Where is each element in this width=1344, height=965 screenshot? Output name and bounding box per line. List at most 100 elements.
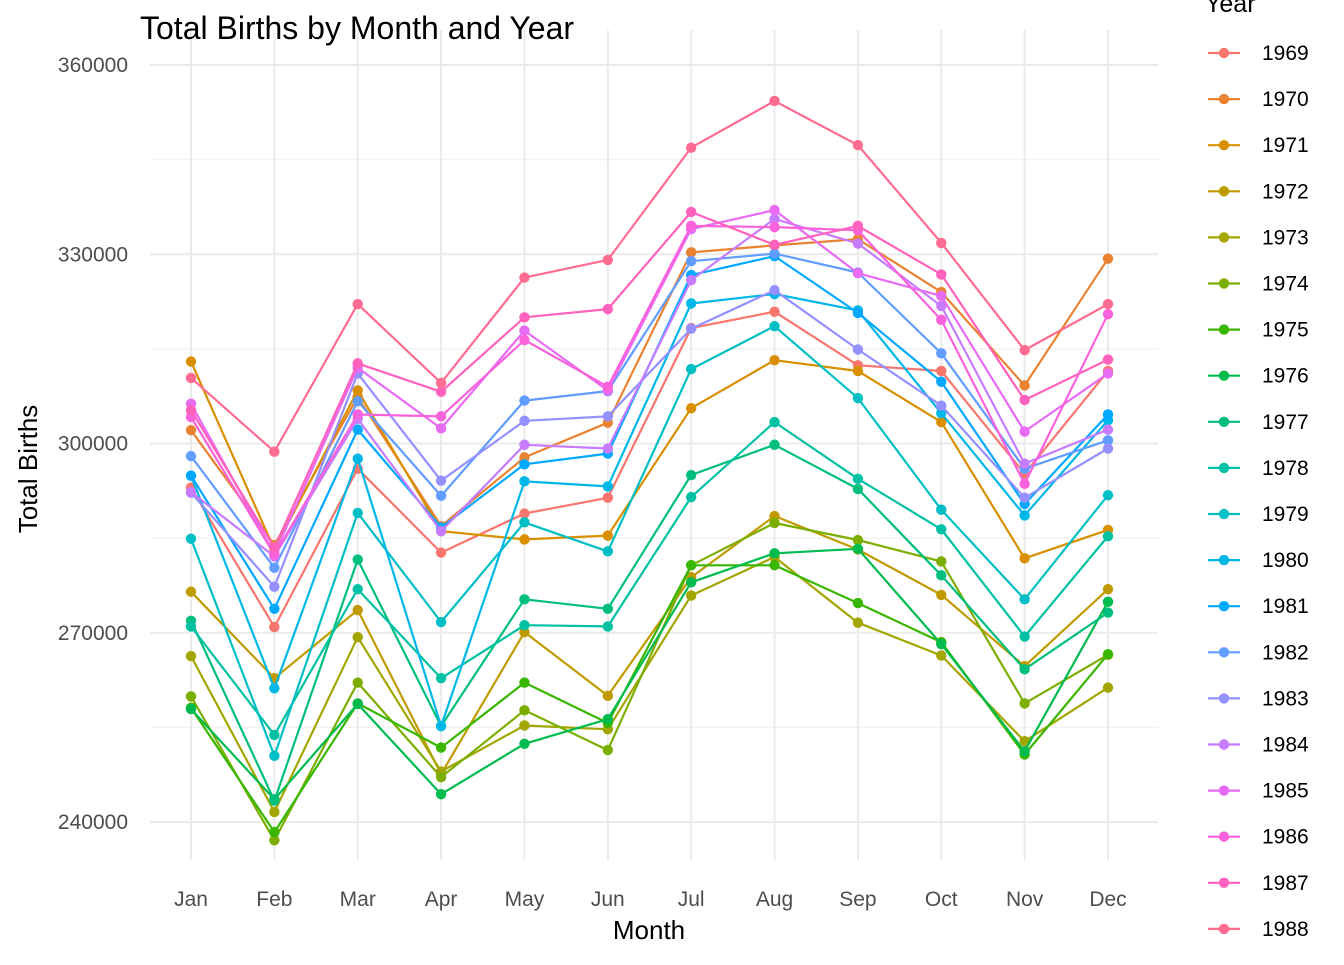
legend-key-point [1218, 278, 1230, 289]
data-point-1978-Apr [435, 672, 447, 684]
legend-label: 1972 [1262, 180, 1309, 203]
data-point-1974-Apr [435, 772, 447, 783]
data-point-1976-Dec [1102, 596, 1114, 608]
legend-key-point [1218, 186, 1230, 197]
data-point-1988-Feb [269, 446, 280, 457]
data-point-1986-Nov [1019, 478, 1030, 490]
data-point-1985-May [519, 325, 530, 336]
data-point-1978-Aug [769, 416, 780, 428]
data-point-1983-Jul [685, 323, 697, 334]
data-point-1979-Mar [352, 507, 363, 519]
series-1975 [185, 560, 1114, 838]
legend-label: 1969 [1262, 42, 1309, 65]
legend-item-1971: 1971 [1208, 134, 1309, 157]
data-point-1981-Sep [852, 307, 864, 319]
data-point-1973-Dec [1102, 682, 1114, 693]
data-point-1984-Jul [685, 274, 697, 286]
series-line-1984 [190, 217, 1109, 558]
legend-key-point [1218, 232, 1230, 243]
data-point-1973-Nov [1019, 736, 1030, 747]
legend-label: 1981 [1262, 595, 1309, 618]
series-1970 [185, 233, 1114, 551]
data-point-1982-Mar [352, 396, 363, 407]
x-tick-label: Oct [925, 888, 958, 911]
y-axis-title: Total Births [13, 405, 43, 534]
data-point-1978-Mar [352, 584, 363, 595]
data-point-1971-Sep [852, 365, 864, 377]
data-point-1987-Apr [435, 386, 447, 397]
legend-item-1987: 1987 [1208, 872, 1309, 895]
data-point-1983-Dec [1102, 443, 1114, 454]
data-point-1980-Mar [352, 453, 363, 464]
data-point-1985-Oct [936, 290, 947, 302]
data-point-1976-Sep [852, 543, 864, 555]
data-point-1979-Nov [1019, 594, 1030, 605]
data-point-1979-Dec [1102, 490, 1114, 501]
series-line-1974 [190, 521, 1109, 842]
x-tick-label: Sep [839, 888, 876, 911]
data-point-1983-Feb [269, 581, 280, 592]
legend-label: 1973 [1262, 226, 1309, 249]
data-point-1987-Dec [1102, 354, 1114, 365]
series-1980 [185, 288, 1114, 732]
data-point-1982-Jul [685, 255, 697, 267]
data-point-1972-Oct [936, 589, 947, 601]
data-point-1975-Dec [1102, 648, 1114, 660]
data-point-1988-Nov [1019, 344, 1030, 356]
series-layer [185, 95, 1114, 846]
data-point-1988-Apr [435, 377, 447, 389]
data-point-1972-Mar [352, 604, 363, 616]
data-point-1976-Oct [936, 638, 947, 650]
data-point-1969-Jun [602, 492, 614, 503]
data-point-1969-Aug [769, 306, 780, 317]
series-line-1971 [189, 359, 1109, 560]
y-tick-label: 300000 [58, 433, 128, 456]
legend-key-point [1218, 140, 1230, 151]
data-point-1982-May [519, 395, 530, 406]
data-point-1971-May [519, 534, 530, 545]
series-line-1982 [190, 252, 1109, 569]
data-point-1975-Apr [435, 742, 447, 753]
data-point-1985-Aug [769, 204, 780, 216]
data-point-1986-Apr [435, 411, 447, 422]
data-point-1971-Jun [602, 530, 614, 541]
data-point-1987-Mar [352, 358, 363, 369]
x-axis-ticks: Jan Feb Mar Apr May Jun Jul Aug Sep Oct Nov Dec [174, 888, 1127, 911]
legend-item-1988: 1988 [1208, 918, 1309, 941]
data-point-1978-Dec [1102, 531, 1114, 542]
data-point-1974-Aug [769, 517, 780, 529]
data-point-1974-Sep [852, 534, 864, 546]
data-point-1988-Jan [185, 372, 197, 384]
legend-item-1973: 1973 [1208, 226, 1309, 249]
legend-key-point [1218, 370, 1230, 381]
data-point-1987-Sep [852, 220, 864, 232]
data-point-1978-Jan [185, 621, 197, 632]
data-point-1977-Jun [602, 603, 614, 614]
data-point-1988-Jun [602, 254, 614, 266]
x-tick-label: Apr [425, 888, 458, 911]
legend-key-point [1218, 324, 1230, 335]
data-point-1982-Dec [1102, 435, 1114, 446]
legend-item-1979: 1979 [1208, 503, 1309, 526]
data-point-1983-Sep [852, 344, 864, 355]
legend-key-point [1218, 508, 1230, 520]
data-point-1982-Feb [269, 562, 280, 573]
data-point-1974-Jan [185, 691, 197, 702]
data-point-1987-Jan [185, 404, 197, 416]
legend-label: 1976 [1262, 365, 1309, 388]
legend-key-point [1218, 693, 1230, 704]
data-point-1975-Aug [769, 560, 780, 571]
data-point-1979-Jul [685, 363, 697, 375]
data-point-1984-Oct [936, 300, 947, 312]
data-point-1978-Sep [852, 473, 864, 485]
legend-item-1976: 1976 [1208, 365, 1309, 388]
data-point-1976-Nov [1019, 746, 1030, 757]
data-point-1970-Dec [1102, 253, 1114, 264]
data-point-1977-Aug [769, 439, 780, 450]
legend-item-1975: 1975 [1208, 319, 1309, 342]
data-point-1984-Jan [185, 486, 197, 498]
legend-key-point [1218, 416, 1230, 427]
data-point-1974-Nov [1019, 698, 1030, 709]
series-line-1978 [190, 421, 1109, 737]
legend-item-1983: 1983 [1208, 687, 1309, 710]
